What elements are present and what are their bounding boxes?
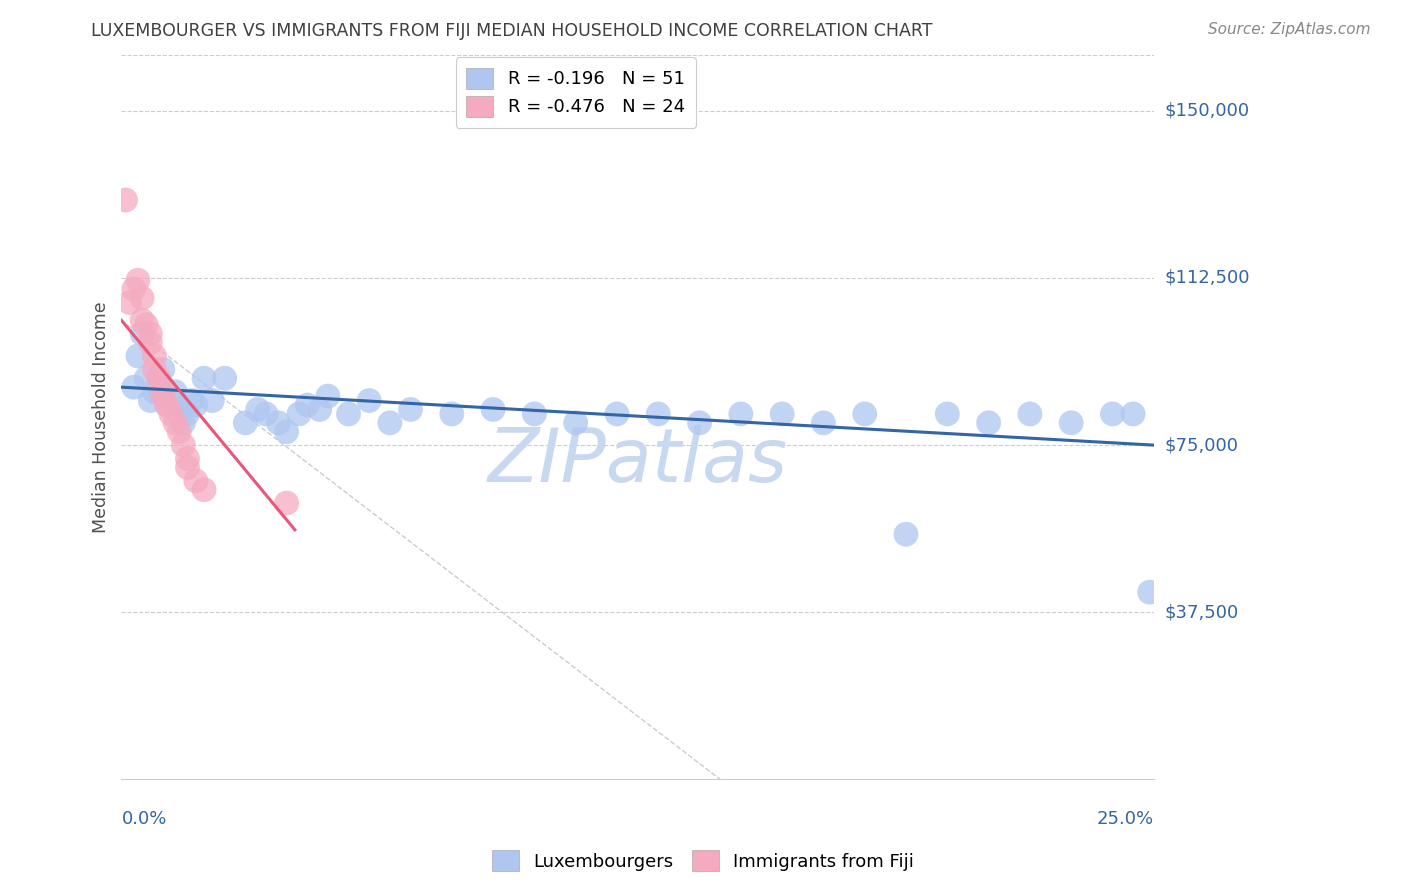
Point bbox=[167, 425, 190, 439]
Point bbox=[730, 407, 752, 421]
Point bbox=[647, 407, 669, 421]
Point bbox=[122, 380, 145, 394]
Point bbox=[337, 407, 360, 421]
Point bbox=[167, 407, 190, 421]
Point bbox=[201, 393, 224, 408]
Point bbox=[127, 349, 149, 363]
Point bbox=[894, 527, 917, 541]
Point bbox=[308, 402, 330, 417]
Point bbox=[156, 398, 179, 412]
Point bbox=[122, 282, 145, 296]
Point bbox=[689, 416, 711, 430]
Point bbox=[770, 407, 793, 421]
Point bbox=[359, 393, 381, 408]
Point bbox=[254, 407, 277, 421]
Point bbox=[399, 402, 422, 417]
Point bbox=[184, 474, 207, 488]
Point bbox=[172, 416, 194, 430]
Point bbox=[160, 407, 183, 421]
Point bbox=[131, 291, 153, 305]
Point bbox=[139, 335, 162, 350]
Point bbox=[184, 398, 207, 412]
Point bbox=[143, 349, 166, 363]
Point bbox=[131, 313, 153, 327]
Point bbox=[176, 460, 198, 475]
Point bbox=[139, 393, 162, 408]
Point bbox=[246, 402, 269, 417]
Point bbox=[523, 407, 546, 421]
Point bbox=[1122, 407, 1144, 421]
Point bbox=[135, 371, 157, 385]
Point bbox=[127, 273, 149, 287]
Text: $112,500: $112,500 bbox=[1166, 269, 1250, 287]
Text: LUXEMBOURGER VS IMMIGRANTS FROM FIJI MEDIAN HOUSEHOLD INCOME CORRELATION CHART: LUXEMBOURGER VS IMMIGRANTS FROM FIJI MED… bbox=[91, 22, 934, 40]
Point bbox=[1101, 407, 1123, 421]
Point bbox=[172, 438, 194, 452]
Text: $75,000: $75,000 bbox=[1166, 436, 1239, 454]
Point bbox=[176, 451, 198, 466]
Point bbox=[165, 416, 187, 430]
Legend: Luxembourgers, Immigrants from Fiji: Luxembourgers, Immigrants from Fiji bbox=[485, 843, 921, 879]
Point bbox=[156, 398, 179, 412]
Point bbox=[180, 393, 202, 408]
Point bbox=[288, 407, 311, 421]
Point bbox=[160, 393, 183, 408]
Point bbox=[936, 407, 959, 421]
Point bbox=[482, 402, 505, 417]
Point bbox=[148, 380, 170, 394]
Text: 25.0%: 25.0% bbox=[1097, 810, 1154, 828]
Point bbox=[564, 416, 586, 430]
Point bbox=[135, 318, 157, 332]
Point bbox=[233, 416, 256, 430]
Text: $37,500: $37,500 bbox=[1166, 603, 1239, 621]
Point bbox=[114, 193, 136, 207]
Point bbox=[131, 326, 153, 341]
Point bbox=[606, 407, 628, 421]
Point bbox=[1060, 416, 1083, 430]
Point bbox=[276, 496, 298, 510]
Point bbox=[176, 407, 198, 421]
Point bbox=[152, 362, 174, 376]
Point bbox=[143, 362, 166, 376]
Point bbox=[165, 384, 187, 399]
Point bbox=[813, 416, 835, 430]
Text: $150,000: $150,000 bbox=[1166, 102, 1250, 120]
Point bbox=[440, 407, 463, 421]
Point bbox=[118, 295, 141, 310]
Text: 0.0%: 0.0% bbox=[121, 810, 167, 828]
Text: Source: ZipAtlas.com: Source: ZipAtlas.com bbox=[1208, 22, 1371, 37]
Point bbox=[143, 384, 166, 399]
Point bbox=[1139, 585, 1161, 599]
Point bbox=[378, 416, 401, 430]
Point bbox=[193, 371, 215, 385]
Point bbox=[1019, 407, 1042, 421]
Point bbox=[214, 371, 236, 385]
Point bbox=[152, 380, 174, 394]
Point bbox=[193, 483, 215, 497]
Point bbox=[152, 389, 174, 403]
Point bbox=[276, 425, 298, 439]
Point bbox=[977, 416, 1000, 430]
Point bbox=[148, 371, 170, 385]
Point bbox=[297, 398, 319, 412]
Point bbox=[316, 389, 339, 403]
Point bbox=[139, 326, 162, 341]
Y-axis label: Median Household Income: Median Household Income bbox=[93, 301, 110, 533]
Point bbox=[267, 416, 290, 430]
Text: ZIPatlas: ZIPatlas bbox=[488, 425, 787, 497]
Legend: R = -0.196   N = 51, R = -0.476   N = 24: R = -0.196 N = 51, R = -0.476 N = 24 bbox=[456, 57, 696, 128]
Point bbox=[853, 407, 876, 421]
